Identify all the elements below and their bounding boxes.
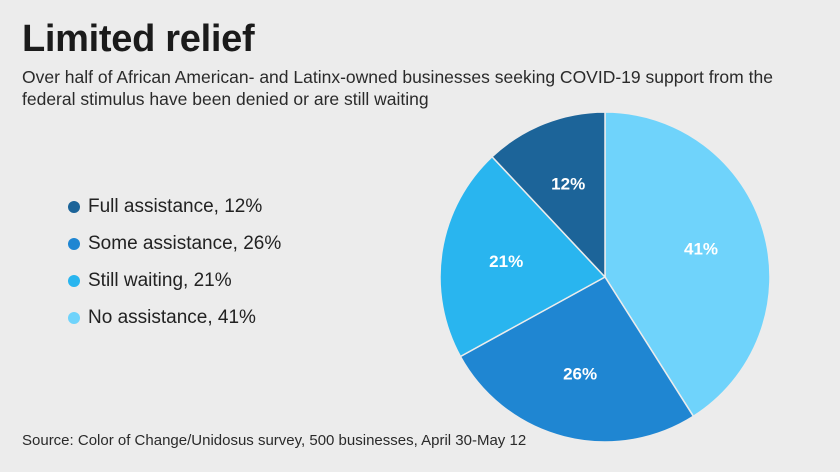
legend-label-full-assistance: Full assistance, 12%: [88, 195, 263, 217]
pie-slice-full-assistance: [490, 111, 606, 279]
legend-label-no-assistance: No assistance, 41%: [88, 306, 256, 328]
legend-swatch-no-assistance: [68, 311, 80, 324]
source-note: Source: Color of Change/Unidosus survey,…: [22, 432, 527, 449]
pie-slice-some-assistance: [459, 276, 695, 443]
legend-item-no-assistance: No assistance, 41%: [68, 299, 281, 336]
legend: Full assistance, 12% Some assistance, 26…: [68, 188, 281, 336]
legend-swatch-full-assistance: [68, 200, 80, 213]
pie-label-full-assistance: 12%: [551, 175, 585, 194]
legend-item-some-assistance: Some assistance, 26%: [68, 225, 281, 262]
chart-subtitle: Over half of African American- and Latin…: [22, 67, 773, 109]
legend-label-some-assistance: Some assistance, 26%: [88, 232, 282, 254]
chart-title: Limited relief: [22, 18, 255, 60]
legend-item-full-assistance: Full assistance, 12%: [68, 188, 281, 225]
pie-label-some-assistance: 26%: [563, 364, 597, 383]
pie-slice-labels: 41% 26% 21% 12%: [489, 175, 718, 384]
legend-label-still-waiting: Still waiting, 21%: [88, 269, 232, 291]
pie-label-still-waiting: 21%: [489, 252, 523, 271]
pie-slice-no-assistance: [604, 111, 771, 418]
legend-swatch-some-assistance: [68, 237, 80, 250]
pie-label-no-assistance: 41%: [684, 240, 718, 259]
pie-slice-still-waiting: [439, 155, 607, 358]
legend-item-still-waiting: Still waiting, 21%: [68, 262, 281, 299]
legend-swatch-still-waiting: [68, 274, 80, 287]
pie-slices: [439, 111, 771, 443]
